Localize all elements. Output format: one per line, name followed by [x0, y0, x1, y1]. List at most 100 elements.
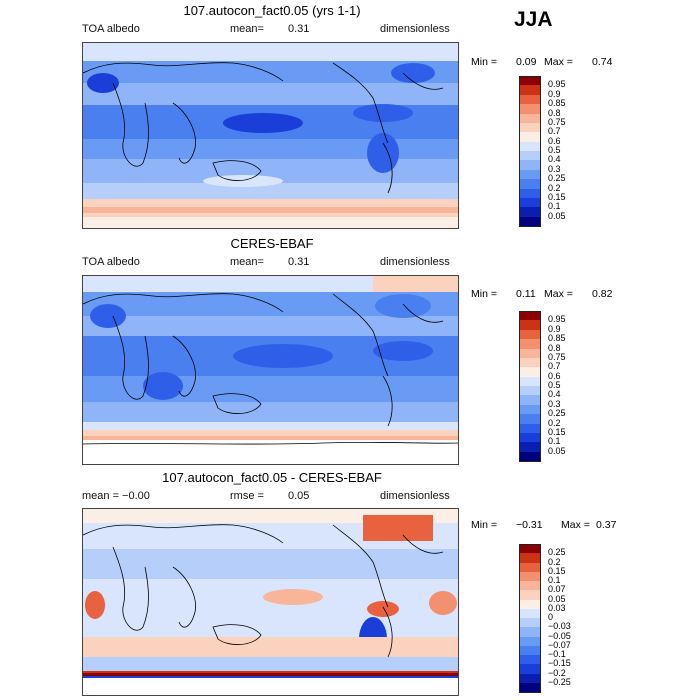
- panel2-mean-value: 0.31: [288, 256, 310, 268]
- colorbar-swatch: [519, 571, 541, 582]
- colorbar-swatch: [519, 348, 541, 359]
- colorbar-tick-label: 0.9: [548, 88, 561, 99]
- panel2-max-value: 0.82: [592, 288, 613, 300]
- colorbar-swatch: [519, 442, 541, 453]
- colorbar-swatch: [519, 367, 541, 378]
- colorbar-tick-label: 0.25: [548, 408, 566, 419]
- panel1-mean-value: 0.31: [288, 23, 310, 35]
- colorbar-swatch: [519, 581, 541, 591]
- panel1-units: dimensionless: [380, 23, 450, 35]
- panel3-title: 107.autocon_fact0.05 - CERES-EBAF: [162, 470, 382, 485]
- colorbar-tick-label: 0.75: [548, 351, 566, 362]
- colorbar-tick-label: 0.05: [548, 445, 566, 456]
- colorbar-swatch: [519, 618, 541, 628]
- colorbar-swatch: [519, 395, 541, 406]
- panel1-min-label: Min =: [471, 56, 497, 68]
- colorbar-swatch: [519, 608, 541, 619]
- colorbar-tick-label: 0.3: [548, 398, 561, 409]
- panel2-min-value: 0.11: [516, 288, 536, 300]
- colorbar-swatch: [519, 376, 541, 387]
- panel2-units: dimensionless: [380, 256, 450, 268]
- colorbar-swatch: [519, 664, 541, 675]
- colorbar-tick-label: 0.07: [548, 584, 566, 595]
- colorbar-tick-label: 0.9: [548, 323, 561, 334]
- colorbar-tick-label: 0.03: [548, 602, 566, 613]
- panel1-mean-label: mean=: [230, 23, 264, 35]
- colorbar-tick-label: −0.1: [548, 649, 566, 659]
- colorbar-swatch: [519, 386, 541, 396]
- colorbar-tick-label: 0.1: [548, 201, 561, 212]
- colorbar-swatch: [519, 85, 541, 96]
- panel1-max-value: 0.74: [592, 56, 613, 68]
- colorbar-tick-label: 0.15: [548, 191, 566, 202]
- colorbar-tick-label: −0.03: [548, 621, 571, 632]
- colorbar-swatch: [519, 357, 541, 368]
- colorbar-swatch: [519, 320, 541, 331]
- panel3-map: [82, 508, 459, 696]
- panel1-title: 107.autocon_fact0.05 (yrs 1-1): [183, 3, 361, 18]
- colorbar-tick-label: −0.25: [548, 676, 571, 687]
- colorbar-tick-label: 0.4: [548, 154, 561, 165]
- panel1-colorbar: 0.95 0.9 0.85 0.8 0.75 0.7 0.6 0.5 0.4 0.3 0.25 0.2…: [519, 76, 599, 227]
- panel1-max-label: Max =: [544, 56, 573, 68]
- colorbar-swatch: [519, 151, 541, 161]
- colorbar-swatch: [519, 627, 541, 638]
- colorbar-tick-label: 0.4: [548, 389, 561, 400]
- colorbar-tick-label: 0.25: [548, 173, 566, 184]
- colorbar-swatch: [519, 636, 541, 647]
- panel1-field-label: TOA albedo: [82, 23, 140, 35]
- colorbar-swatch: [519, 216, 541, 227]
- colorbar-swatch: [519, 122, 541, 133]
- colorbar-swatch: [519, 311, 541, 321]
- colorbar-tick-label: 0.5: [548, 380, 561, 390]
- colorbar-swatch: [519, 682, 541, 693]
- colorbar-tick-label: −0.07: [548, 639, 571, 650]
- colorbar-tick-label: 0.6: [548, 135, 561, 146]
- colorbar-swatch: [519, 655, 541, 665]
- panel2-colorbar: 0.95 0.9 0.85 0.8 0.75 0.7 0.6 0.5 0.4 0.3 0.25 0.2…: [519, 311, 599, 462]
- panel1-map: [82, 42, 459, 229]
- colorbar-swatch: [519, 179, 541, 190]
- colorbar-tick-label: 0.3: [548, 163, 561, 174]
- colorbar-swatch: [519, 104, 541, 115]
- colorbar-tick-label: −0.2: [548, 667, 566, 678]
- colorbar-tick-label: 0.85: [548, 98, 566, 109]
- panel1-coastlines: [83, 62, 444, 194]
- panel2-map: [82, 275, 459, 465]
- colorbar-tick-label: 0.15: [548, 565, 566, 576]
- colorbar-tick-label: 0.05: [548, 593, 566, 604]
- colorbar-swatch: [519, 339, 541, 350]
- panel2-max-label: Max =: [544, 288, 573, 300]
- panel3-rmse-label: rmse =: [230, 490, 264, 502]
- panel2-title: CERES-EBAF: [230, 236, 314, 251]
- colorbar-swatch: [519, 94, 541, 105]
- colorbar-swatch: [519, 562, 541, 573]
- panel2-field-label: TOA albedo: [82, 256, 140, 268]
- colorbar-swatch: [519, 113, 541, 124]
- colorbar-tick-label: 0.95: [548, 314, 566, 325]
- colorbar-tick-label: 0.15: [548, 426, 566, 437]
- colorbar-tick-label: −0.05: [548, 630, 571, 641]
- colorbar-tick-label: 0.2: [548, 182, 561, 193]
- colorbar-tick-label: 0.1: [548, 575, 561, 585]
- colorbar-swatch: [519, 404, 541, 415]
- colorbar-swatch: [519, 645, 541, 656]
- colorbar-tick-label: 0.25: [548, 547, 566, 558]
- panel3-coastlines: [83, 524, 444, 658]
- colorbar-swatch: [519, 590, 541, 601]
- colorbar-tick-label: 0.8: [548, 342, 561, 353]
- colorbar-tick-label: 0.85: [548, 333, 566, 344]
- panel3-mean-label: mean = −0.00: [82, 490, 150, 502]
- colorbar-swatch: [519, 169, 541, 180]
- colorbar-tick-label: 0.2: [548, 556, 561, 567]
- panel2-coastlines: [83, 293, 458, 445]
- colorbar-swatch: [519, 141, 541, 152]
- colorbar-tick-label: 0.2: [548, 417, 561, 428]
- colorbar-swatch: [519, 197, 541, 208]
- panel3-units: dimensionless: [380, 490, 450, 502]
- panel1-min-value: 0.09: [516, 56, 537, 68]
- colorbar-swatch: [519, 76, 541, 86]
- panel3-min-label: Min =: [471, 519, 497, 531]
- colorbar-swatch: [519, 673, 541, 684]
- colorbar-swatch: [519, 423, 541, 434]
